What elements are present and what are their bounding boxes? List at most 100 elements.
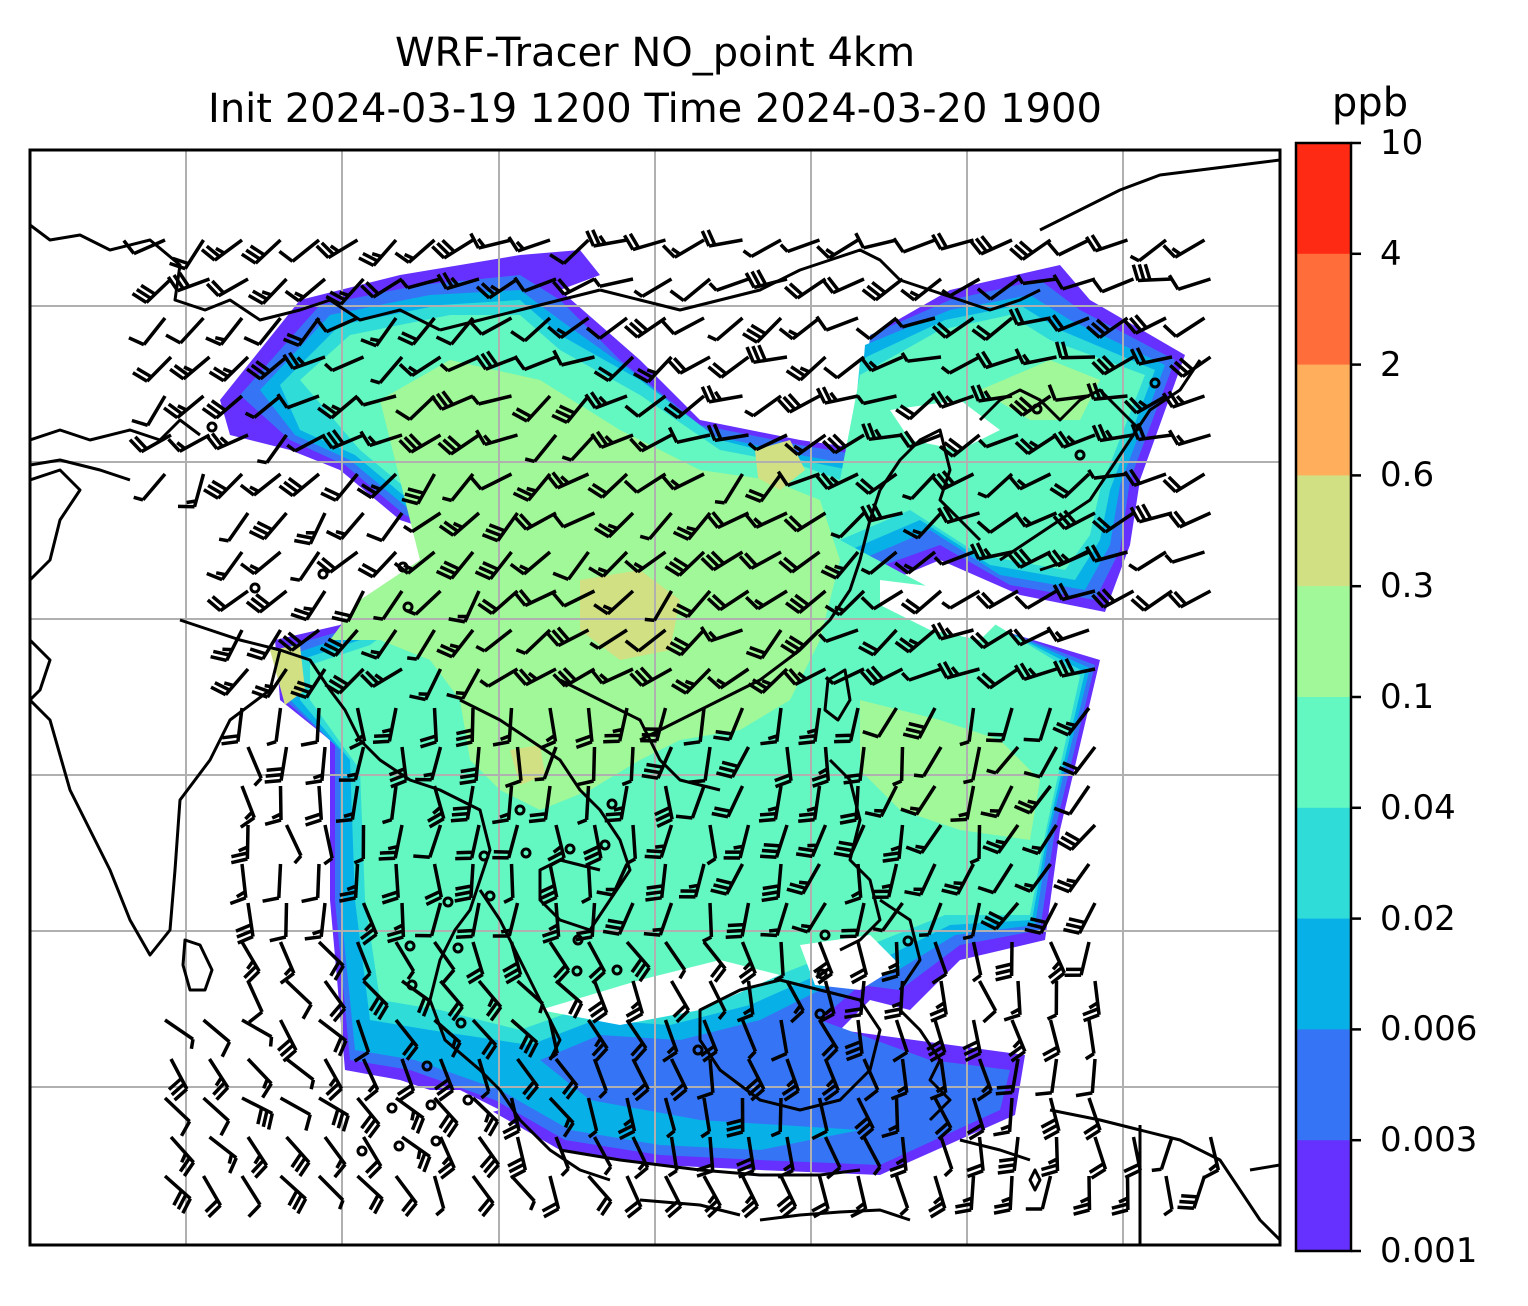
wind-barb [582, 824, 603, 867]
colorbar-tick-label: 10 [1380, 123, 1424, 163]
wind-barb [1013, 784, 1052, 815]
wind-barb [663, 394, 706, 420]
wind-barb [230, 824, 250, 865]
wind-barb [902, 707, 937, 740]
colorbar-segment [1296, 475, 1351, 587]
wind-barb [1084, 1019, 1096, 1061]
wind-barb [882, 824, 905, 863]
wind-barb [963, 746, 982, 785]
wind-barb [738, 550, 782, 570]
colorbar-tick-label: 0.006 [1380, 1009, 1478, 1050]
wind-barb [830, 511, 866, 539]
wind-barb [177, 473, 206, 509]
wind-barb [469, 232, 512, 250]
wind-barb [824, 589, 866, 617]
wind-barb [397, 316, 436, 346]
wind-barb [823, 1136, 842, 1180]
wind-barb [761, 863, 783, 903]
wind-barb [256, 433, 288, 465]
wind-barb [747, 667, 789, 695]
colorbar [1296, 143, 1351, 1252]
wind-barb [1042, 1019, 1061, 1063]
wind-barb [1167, 510, 1212, 529]
wind-barb [201, 1175, 223, 1219]
wind-barb [317, 394, 359, 420]
wind-barb [776, 470, 821, 488]
wind-barb [1123, 314, 1167, 335]
colorbar-tick-label: 0.04 [1380, 787, 1456, 828]
wind-barb [970, 384, 1013, 403]
wind-barb [783, 511, 827, 533]
wind-barb [798, 785, 822, 824]
wind-barb [1088, 1136, 1108, 1180]
wind-barb [538, 863, 559, 906]
wind-barb [290, 551, 321, 582]
wind-barb [1129, 238, 1168, 263]
wind-barb [744, 472, 783, 504]
wind-barb [1056, 823, 1097, 852]
wind-barb [941, 589, 981, 610]
wind-barb [229, 863, 248, 906]
wind-barb [928, 1175, 947, 1219]
wind-barb [1013, 662, 1058, 681]
wind-barb [715, 746, 751, 779]
wind-barb [773, 941, 785, 983]
wind-barb [929, 980, 948, 1023]
wind-barb [361, 1058, 380, 1102]
wind-barb [995, 1058, 1020, 1096]
wind-barb [1016, 274, 1057, 286]
wind-barb [777, 393, 821, 414]
wind-barb [359, 667, 403, 689]
wind-barb [602, 902, 635, 936]
wind-barb [714, 473, 744, 505]
wind-barb [353, 824, 366, 865]
wind-barb [1003, 980, 1022, 1022]
wind-barb [593, 589, 635, 616]
wind-barb [1123, 1136, 1142, 1179]
wind-barb [548, 1096, 575, 1138]
wind-barb [402, 511, 442, 534]
wind-barb [165, 316, 205, 345]
wind-barb [993, 1097, 1014, 1137]
wind-barb [269, 902, 289, 943]
wind-barb [1007, 472, 1052, 491]
wind-barb [596, 863, 629, 897]
wind-barb [277, 628, 321, 652]
wind-barb [548, 941, 571, 984]
wind-barb [966, 1097, 986, 1141]
wind-barb [702, 940, 727, 983]
colorbar-tick-marks [1351, 141, 1361, 1253]
wind-barb [962, 1019, 983, 1062]
wind-barb [1046, 626, 1090, 643]
wind-barb [552, 550, 590, 582]
wind-barb [702, 1175, 722, 1219]
wind-barb [545, 471, 590, 490]
wind-barb [1046, 980, 1059, 1021]
wind-barb [1090, 277, 1135, 294]
wind-barb [621, 746, 635, 787]
wind-barb [889, 1136, 908, 1179]
wind-barb [900, 351, 942, 363]
wind-barb [785, 355, 827, 382]
wind-barb [534, 746, 558, 782]
wind-barb [455, 824, 481, 861]
wind-barb [1128, 550, 1167, 572]
wind-barb [931, 622, 974, 641]
wind-barb [811, 1097, 829, 1141]
wind-barb [856, 394, 897, 406]
wind-barb [862, 1136, 882, 1176]
wind-barb [976, 667, 1019, 690]
wind-barb [554, 1057, 579, 1100]
wind-barb [918, 902, 943, 938]
wind-barb [904, 863, 937, 897]
wind-barb [433, 1018, 462, 1058]
wind-barb [1123, 394, 1167, 415]
wind-barb [471, 394, 512, 406]
wind-barb [419, 707, 439, 749]
wind-barb [166, 271, 211, 293]
wind-barb [285, 1135, 311, 1177]
colorbar-unit-label: ppb [1331, 80, 1409, 126]
wind-barb [744, 589, 788, 611]
wind-barb [623, 316, 667, 339]
wind-barb [394, 941, 416, 981]
